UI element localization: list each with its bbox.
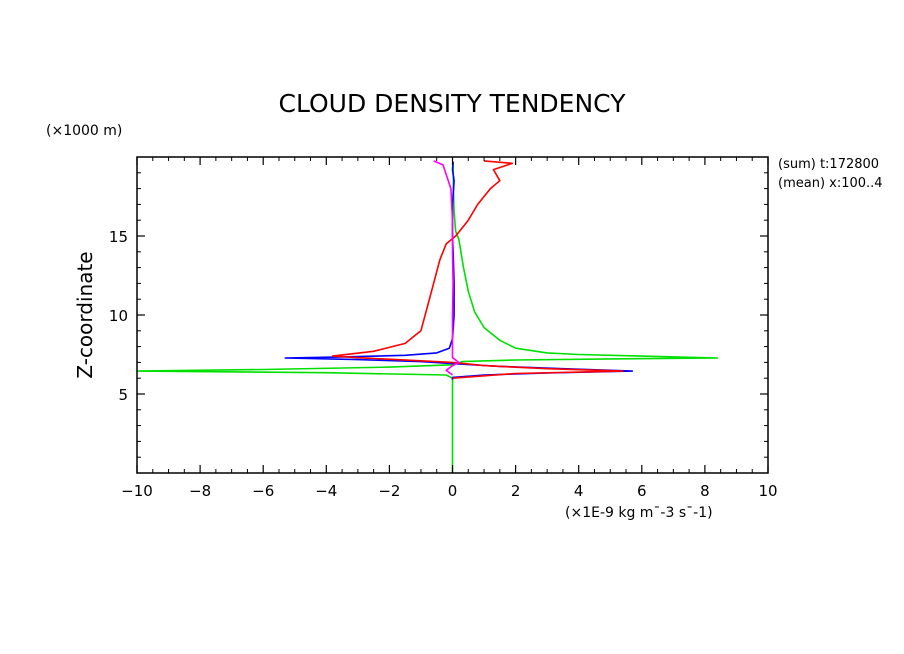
x-tick-label: 8 xyxy=(700,482,710,500)
y-tick-label: 15 xyxy=(109,228,128,246)
series-layer xyxy=(136,160,719,473)
y-unit-label: (×1000 m) xyxy=(46,123,122,139)
x-tick-label: −8 xyxy=(189,482,211,500)
series-line-2 xyxy=(284,161,634,380)
x-tick-label: −6 xyxy=(252,482,274,500)
x-tick-label: 10 xyxy=(758,482,777,500)
plot-frame xyxy=(136,156,769,474)
chart-title: CLOUD DENSITY TENDENCY xyxy=(279,89,627,118)
x-tick-label: −4 xyxy=(315,482,337,500)
x-tick-label: 6 xyxy=(637,482,647,500)
series-line-3 xyxy=(331,160,624,379)
annotation-sum: (sum) t:172800 xyxy=(778,157,879,172)
annotation-mean: (mean) x:100..4 xyxy=(778,176,883,191)
x-unit-label: (×1E-9 kg m¯-3 s¯-1) xyxy=(565,505,713,521)
ticks-layer: −10 −8 −6 −4 −2 0 2 4 6 8 10 5 10 15 xyxy=(109,157,778,500)
series-line-1 xyxy=(136,161,719,473)
y-tick-label: 10 xyxy=(109,307,128,325)
x-tick-label: 4 xyxy=(574,482,584,500)
y-tick-label: 5 xyxy=(118,386,128,404)
y-axis-label: Z-coordinate xyxy=(73,251,97,378)
x-tick-label: 2 xyxy=(511,482,521,500)
series-line-4 xyxy=(433,160,460,376)
x-tick-label: 0 xyxy=(448,482,458,500)
x-tick-label: −2 xyxy=(378,482,400,500)
x-tick-label: −10 xyxy=(121,482,153,500)
